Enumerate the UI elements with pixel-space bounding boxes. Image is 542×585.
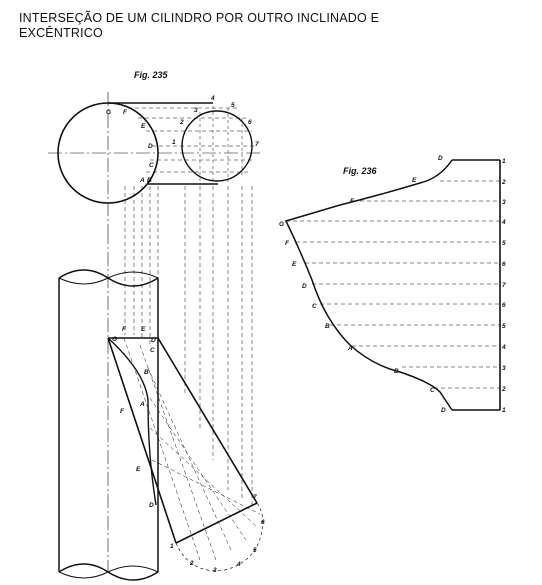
edge-label-5-lower: 5	[502, 323, 506, 330]
front-label-F-lower: F	[120, 408, 125, 415]
dev-label-G: G	[279, 221, 284, 228]
front-label-3: 3	[213, 567, 217, 574]
front-label-D: D	[151, 337, 156, 344]
dev-label-D: D	[302, 283, 307, 290]
fig-235-caption: Fig. 235	[134, 70, 168, 80]
page-title: INTERSEÇÃO DE UM CILINDRO POR OUTRO INCL…	[19, 11, 419, 41]
title-line-1: INTERSEÇÃO DE UM CILINDRO POR OUTRO INCL…	[19, 11, 380, 25]
development-edge-labels: 1 2 3 4 5 6 7 6 5 4 3 2 1	[501, 158, 506, 414]
dev-label-A: A	[347, 345, 353, 352]
edge-label-1-bottom: 1	[502, 407, 506, 414]
edge-label-3-lower: 3	[502, 365, 506, 372]
dev-label-E-top: E	[412, 177, 417, 184]
front-view-labels: G F E D C B A F E D 1 2 3 4 5 6 7	[112, 326, 265, 574]
dev-label-F-top: F	[350, 198, 355, 205]
top-view-projection-lines	[128, 107, 256, 173]
intersection-curve	[107, 337, 157, 506]
front-label-5: 5	[253, 547, 257, 554]
fig-236-caption: Fig. 236	[343, 166, 377, 176]
title-line-2: EXCÊNTRICO	[19, 26, 103, 40]
top-label-4: 4	[210, 95, 215, 102]
edge-label-3: 3	[502, 199, 506, 206]
top-view-generatrix-lines	[199, 106, 243, 184]
edge-label-2: 2	[501, 179, 506, 186]
inclined-cylinder-right-edge	[157, 337, 258, 504]
fig-235-front-view: G F E D C B A F E D 1 2 3 4 5 6 7	[58, 230, 265, 581]
front-label-B: B	[144, 369, 149, 376]
front-label-7: 7	[253, 494, 257, 501]
top-label-A: A	[139, 177, 145, 184]
inclined-cylinder-end-face	[175, 502, 258, 544]
fig-236-development: D E F G F E D C B A B C D 1 2 3 4 5 6 7 …	[279, 155, 506, 414]
top-label-1: 1	[172, 139, 176, 146]
dev-label-D-top: D	[438, 155, 443, 162]
top-label-F: F	[123, 109, 128, 116]
dev-label-B-lower: B	[394, 368, 399, 375]
front-label-D-lower: D	[149, 502, 154, 509]
dev-label-E: E	[292, 261, 297, 268]
top-label-6: 6	[248, 119, 252, 126]
vertical-cylinder-bottom-break-back	[58, 565, 159, 579]
inclined-cylinder-end-ellipse	[175, 502, 264, 572]
inclined-generatrix-lines	[123, 337, 261, 561]
top-label-7: 7	[255, 141, 259, 148]
edge-label-5: 5	[502, 240, 506, 247]
front-label-E-lower: E	[136, 466, 141, 473]
top-label-5: 5	[231, 102, 235, 109]
top-label-3: 3	[194, 107, 198, 114]
edge-label-2-lower: 2	[501, 386, 506, 393]
edge-label-1-top: 1	[502, 158, 506, 165]
edge-label-6-lower: 6	[502, 302, 506, 309]
dev-label-C: C	[312, 303, 317, 310]
inclined-cylinder-left-edge	[107, 337, 177, 544]
front-label-2: 2	[189, 560, 194, 567]
development-profile-curve	[284, 159, 453, 411]
edge-label-6: 6	[502, 261, 506, 268]
front-label-F: F	[122, 326, 127, 333]
top-label-G: G	[106, 109, 111, 116]
dev-label-F: F	[285, 240, 290, 247]
front-label-E: E	[141, 326, 146, 333]
top-view-labels: G F E D C A B 1 2 3 4 5 6 7	[106, 95, 259, 184]
top-label-2: 2	[179, 119, 184, 126]
edge-label-7: 7	[502, 282, 506, 289]
top-label-B: B	[147, 177, 152, 184]
front-label-4: 4	[236, 561, 241, 568]
edge-label-4-lower: 4	[501, 344, 506, 351]
top-label-E: E	[141, 123, 146, 130]
fig-235-top-view: G F E D C A B 1 2 3 4 5 6 7	[48, 92, 262, 230]
top-label-D: D	[148, 143, 153, 150]
dev-label-C-lower: C	[430, 387, 435, 394]
dev-label-B: B	[325, 323, 330, 330]
top-label-C: C	[149, 162, 154, 169]
vertical-cylinder-top-break-back	[58, 271, 159, 285]
edge-label-4: 4	[501, 219, 506, 226]
fig-235-projection-lines	[124, 186, 253, 505]
front-label-G: G	[112, 336, 117, 343]
front-label-C: C	[150, 347, 155, 354]
development-curve-labels: D E F G F E D C B A B C D	[279, 155, 446, 414]
dev-label-D-bottom: D	[441, 407, 446, 414]
front-label-1: 1	[170, 543, 174, 550]
development-generatrix-lines	[286, 180, 500, 389]
front-label-6: 6	[261, 519, 265, 526]
front-label-A: A	[139, 401, 145, 408]
